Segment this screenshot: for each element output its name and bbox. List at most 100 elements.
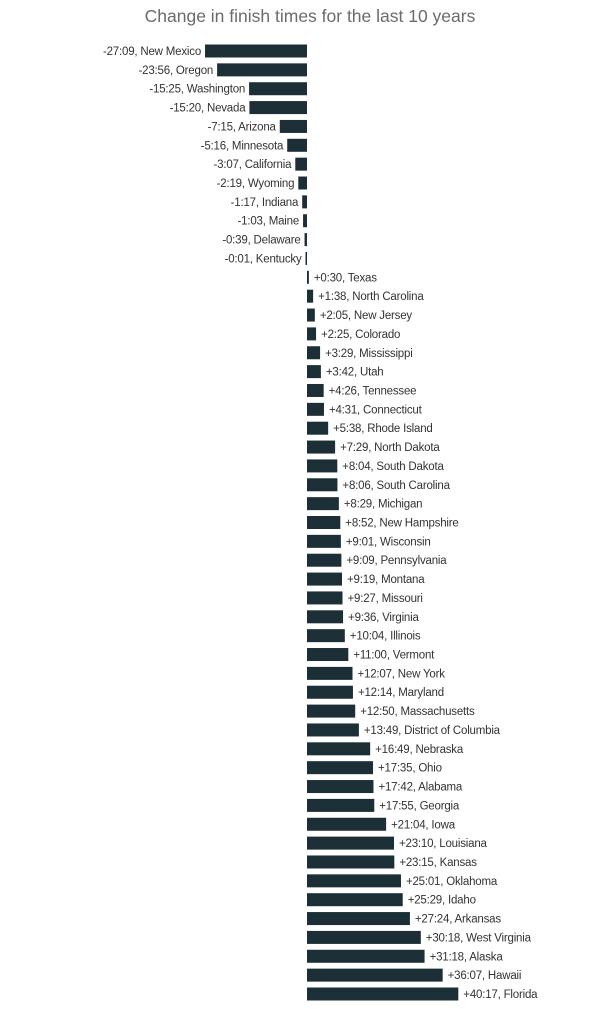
bar-washington — [249, 82, 307, 96]
bar-mississippi — [307, 346, 321, 360]
bar-connecticut — [307, 402, 324, 416]
bar-label: -15:25, Washington — [149, 84, 245, 96]
bar-north-dakota — [307, 440, 336, 454]
bar-label: +36:07, Hawaii — [448, 970, 522, 982]
bar-label: +31:18, Alaska — [430, 951, 504, 963]
bar-louisiana — [307, 836, 395, 850]
bar-label: +23:10, Louisiana — [399, 838, 488, 850]
bar-label: -15:20, Nevada — [170, 103, 247, 115]
chart-title: Change in finish times for the last 10 y… — [145, 6, 476, 26]
bar-label: +9:27, Missouri — [347, 593, 422, 605]
bar-vermont — [307, 648, 349, 662]
bar-utah — [307, 365, 321, 379]
bar-label: +23:15, Kansas — [399, 857, 477, 869]
bar-california — [295, 157, 307, 171]
bar-illinois — [307, 629, 345, 643]
bar-alabama — [307, 780, 374, 794]
bar-label: +3:42, Utah — [326, 367, 384, 379]
bar-label: +25:01, Oklahoma — [406, 876, 498, 888]
bar-oklahoma — [307, 874, 401, 888]
bar-minnesota — [287, 138, 307, 152]
bar-nevada — [249, 101, 307, 115]
bar-label: +8:04, South Dakota — [342, 461, 444, 473]
bar-label: +2:25, Colorado — [321, 329, 400, 341]
bar-label: -3:07, California — [214, 159, 293, 171]
bar-label: +11:00, Vermont — [353, 650, 435, 662]
bar-alaska — [307, 949, 425, 963]
bar-label: +8:52, New Hampshire — [345, 518, 458, 530]
bar-label: +9:01, Wisconsin — [346, 536, 431, 548]
bar-label: +13:49, District of Columbia — [364, 725, 501, 737]
bar-label: +21:04, Iowa — [391, 819, 456, 831]
bar-label: +16:49, Nebraska — [375, 744, 464, 756]
bar-massachusetts — [307, 704, 356, 718]
bar-label: +17:55, Georgia — [379, 800, 460, 812]
bar-north-carolina — [307, 289, 314, 303]
bar-label: -27:09, New Mexico — [103, 46, 201, 58]
bar-georgia — [307, 798, 375, 812]
bars-group: -27:09, New Mexico -23:56, Oregon -15:25, … — [103, 44, 538, 1001]
bar-label: +5:38, Rhode Island — [333, 423, 432, 435]
bar-new-mexico — [205, 44, 307, 58]
bar-indiana — [302, 195, 307, 209]
bar-label: -7:15, Arizona — [208, 121, 277, 133]
bar-label: +12:14, Maryland — [358, 687, 444, 699]
bar-label: +2:05, New Jersey — [320, 310, 413, 322]
bar-new-jersey — [307, 308, 315, 322]
bar-label: -1:17, Indiana — [231, 197, 299, 209]
bar-michigan — [307, 497, 339, 511]
bar-montana — [307, 572, 342, 586]
bar-label: +10:04, Illinois — [350, 631, 421, 643]
bar-label: +17:42, Alabama — [378, 782, 462, 794]
bar-label: +30:18, West Virginia — [426, 932, 532, 944]
bar-west-virginia — [307, 930, 421, 944]
bar-wisconsin — [307, 534, 341, 548]
bar-florida — [307, 987, 459, 1001]
bar-label: +8:29, Michigan — [344, 499, 423, 511]
bar-label: +0:30, Texas — [314, 272, 377, 284]
bar-label: -5:16, Minnesota — [201, 140, 284, 152]
bar-label: -0:39, Delaware — [222, 235, 300, 247]
bar-ohio — [307, 761, 374, 775]
bar-label: +8:06, South Carolina — [342, 480, 450, 492]
bar-virginia — [307, 610, 344, 624]
bar-rhode-island — [307, 421, 329, 435]
bar-new-hampshire — [307, 516, 341, 529]
bar-delaware — [304, 233, 307, 247]
bar-label: +12:50, Massachusetts — [360, 706, 475, 718]
bar-label: +27:24, Arkansas — [415, 914, 501, 926]
bar-label: +40:17, Florida — [463, 989, 538, 1001]
bar-iowa — [307, 817, 387, 831]
bar-nebraska — [307, 742, 371, 756]
bar-kentucky — [305, 251, 307, 265]
bar-label: +1:38, North Carolina — [318, 291, 424, 303]
bar-label: -2:19, Wyoming — [217, 178, 295, 190]
bar-hawaii — [307, 968, 443, 982]
bar-label: +4:26, Tennessee — [329, 385, 417, 397]
bar-kansas — [307, 855, 395, 869]
bar-label: +9:36, Virginia — [348, 612, 419, 624]
bar-tennessee — [307, 383, 324, 397]
bar-label: +4:31, Connecticut — [329, 404, 423, 416]
bar-label: +9:09, Pennsylvania — [346, 555, 447, 567]
bar-label: +3:29, Mississippi — [325, 348, 412, 360]
bar-maine — [303, 214, 307, 228]
bar-district-of-columbia — [307, 723, 359, 737]
bar-new-york — [307, 666, 353, 680]
bar-texas — [307, 270, 309, 284]
bar-label: +17:35, Ohio — [378, 763, 442, 775]
bar-south-carolina — [307, 478, 338, 492]
bar-label: +9:19, Montana — [347, 574, 425, 586]
bar-label: +12:07, New York — [358, 668, 446, 680]
bar-missouri — [307, 591, 343, 605]
bar-label: +25:29, Idaho — [408, 895, 476, 907]
bar-oregon — [217, 63, 307, 77]
bar-label: -23:56, Oregon — [139, 65, 214, 77]
bar-label: -1:03, Maine — [238, 216, 300, 228]
bar-colorado — [307, 327, 317, 341]
bar-pennsylvania — [307, 553, 342, 567]
bar-label: +7:29, North Dakota — [340, 442, 440, 454]
bar-wyoming — [298, 176, 307, 190]
bar-maryland — [307, 685, 353, 699]
